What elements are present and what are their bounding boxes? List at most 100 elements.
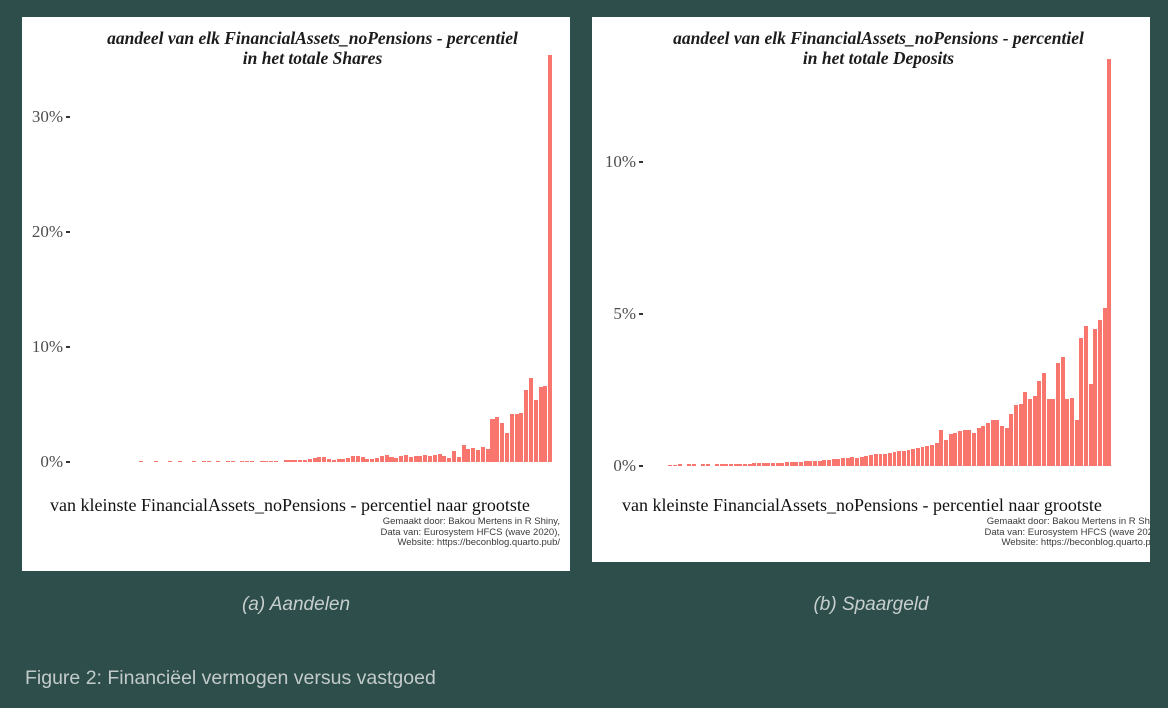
chart-title-line1: aandeel van elk FinancialAssets_noPensio…	[107, 28, 518, 48]
bar	[302, 460, 307, 462]
y-tick-mark	[639, 161, 643, 163]
bar	[500, 422, 505, 462]
bar	[355, 455, 360, 462]
bar	[326, 458, 331, 462]
bar	[813, 460, 818, 466]
bar	[743, 463, 748, 466]
bar	[673, 464, 677, 466]
credits-line: Gemaakt door: Bakou Mertens in R Shiny,	[382, 516, 560, 527]
bar	[451, 451, 457, 462]
y-tick-label: 30%	[31, 107, 63, 126]
bar	[548, 54, 553, 462]
y-axis: 0% 10% 20% 30%	[22, 17, 72, 471]
bar	[1088, 383, 1093, 466]
x-axis-label: van kleinste FinancialAssets_noPensions …	[50, 495, 530, 515]
bar	[724, 463, 729, 466]
bar	[738, 463, 743, 466]
bar	[999, 426, 1004, 466]
bar	[264, 460, 269, 462]
bar	[943, 440, 948, 466]
bar	[1069, 397, 1074, 466]
bar	[394, 457, 399, 462]
bar	[139, 461, 144, 462]
bar	[399, 456, 404, 462]
y-tick-label: 10%	[31, 337, 63, 356]
bar	[808, 461, 813, 466]
bar	[447, 457, 452, 462]
bar	[1018, 403, 1023, 466]
bar	[1102, 307, 1107, 466]
bar	[939, 429, 944, 466]
bar	[509, 413, 514, 462]
bar	[1004, 428, 1009, 466]
bar	[533, 399, 538, 462]
bar	[317, 457, 322, 462]
y-tick-label: 20%	[31, 222, 63, 241]
bar	[873, 454, 878, 466]
bar	[456, 457, 461, 462]
bar	[514, 413, 519, 462]
bar	[1027, 399, 1032, 466]
credits: Gemaakt door: Bakou Mertens in R Shiny, …	[984, 516, 1150, 549]
bar	[841, 458, 846, 466]
bar	[953, 432, 958, 466]
bar	[878, 453, 883, 466]
bar	[1032, 396, 1037, 466]
bar	[384, 455, 389, 462]
bar	[259, 460, 264, 462]
bar	[1093, 329, 1098, 466]
bar	[845, 457, 850, 466]
bar	[413, 456, 418, 462]
bar	[957, 431, 962, 466]
bar	[389, 456, 394, 462]
bar	[1107, 58, 1112, 466]
bar	[995, 419, 1000, 466]
bar	[153, 460, 158, 462]
bar	[1074, 420, 1079, 466]
bar	[981, 426, 986, 466]
y-tick-label: 0%	[40, 452, 63, 471]
bar	[225, 460, 230, 462]
bar	[705, 464, 710, 466]
bar	[432, 455, 437, 462]
bar	[747, 463, 752, 466]
bar	[892, 452, 897, 466]
bar	[911, 449, 916, 466]
bar	[168, 460, 173, 462]
bar	[480, 447, 485, 462]
bar	[789, 462, 794, 466]
bar	[701, 464, 705, 466]
bar	[346, 457, 351, 462]
bar	[883, 454, 888, 466]
bar	[887, 453, 892, 466]
bar	[799, 461, 804, 466]
bar	[336, 459, 341, 462]
bar	[794, 462, 799, 466]
credits-line: Data van: Eurosystem HFCS (wave 2020),	[380, 526, 560, 538]
bar	[466, 449, 471, 462]
bar	[1046, 399, 1051, 466]
chart-title-line2: in het totale Deposits	[802, 48, 955, 68]
bar	[985, 423, 990, 466]
bar	[1051, 399, 1056, 466]
bar	[307, 458, 312, 462]
bar	[543, 386, 548, 462]
bar	[1023, 391, 1028, 466]
bar	[322, 456, 327, 462]
bar	[423, 454, 428, 462]
bar	[869, 455, 874, 466]
bar	[528, 378, 534, 462]
y-tick-mark	[66, 461, 70, 463]
bar	[365, 458, 370, 462]
bar	[216, 460, 221, 462]
caption-a: (a) Aandelen	[241, 594, 351, 615]
bar	[485, 448, 490, 462]
bar	[971, 432, 976, 466]
bar	[1065, 399, 1070, 466]
bar	[901, 451, 906, 466]
bar	[230, 460, 235, 462]
bar	[249, 460, 255, 462]
bar	[1083, 326, 1088, 466]
chart-title-line1: aandeel van elk FinancialAssets_noPensio…	[673, 28, 1084, 48]
bar	[408, 457, 413, 462]
